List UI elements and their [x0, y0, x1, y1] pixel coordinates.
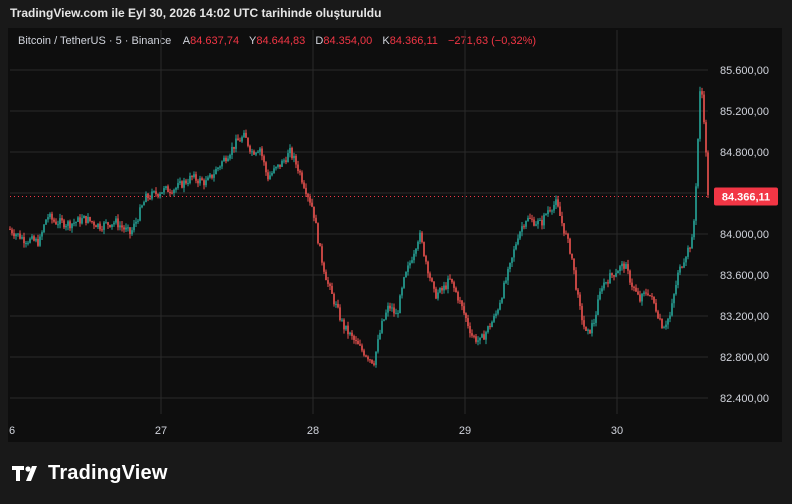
- close-value: 84.366,11: [389, 35, 438, 47]
- snapshot-caption: TradingView.com ile Eyl 30, 2026 14:02 U…: [10, 6, 382, 20]
- high-value: 84.644,83: [256, 35, 306, 47]
- change-value: −271,63 (−0,32%): [448, 35, 537, 47]
- high-label: Y: [248, 35, 257, 47]
- chart-panel[interactable]: [8, 28, 782, 442]
- open-value: 84.637,74: [190, 35, 240, 47]
- tradingview-logo-icon: [12, 465, 37, 481]
- open-label: A: [182, 35, 191, 47]
- low-value: 84.354,00: [323, 35, 373, 47]
- tradingview-wordmark: TradingView: [48, 462, 168, 484]
- symbol-label[interactable]: Bitcoin / TetherUS · 5 · Binance: [18, 35, 172, 47]
- close-label: K: [382, 35, 390, 47]
- footer-branding: TradingView: [12, 462, 168, 485]
- low-label: D: [315, 35, 324, 47]
- symbol-info-bar: Bitcoin / TetherUS · 5 · Binance A84.637…: [18, 35, 536, 47]
